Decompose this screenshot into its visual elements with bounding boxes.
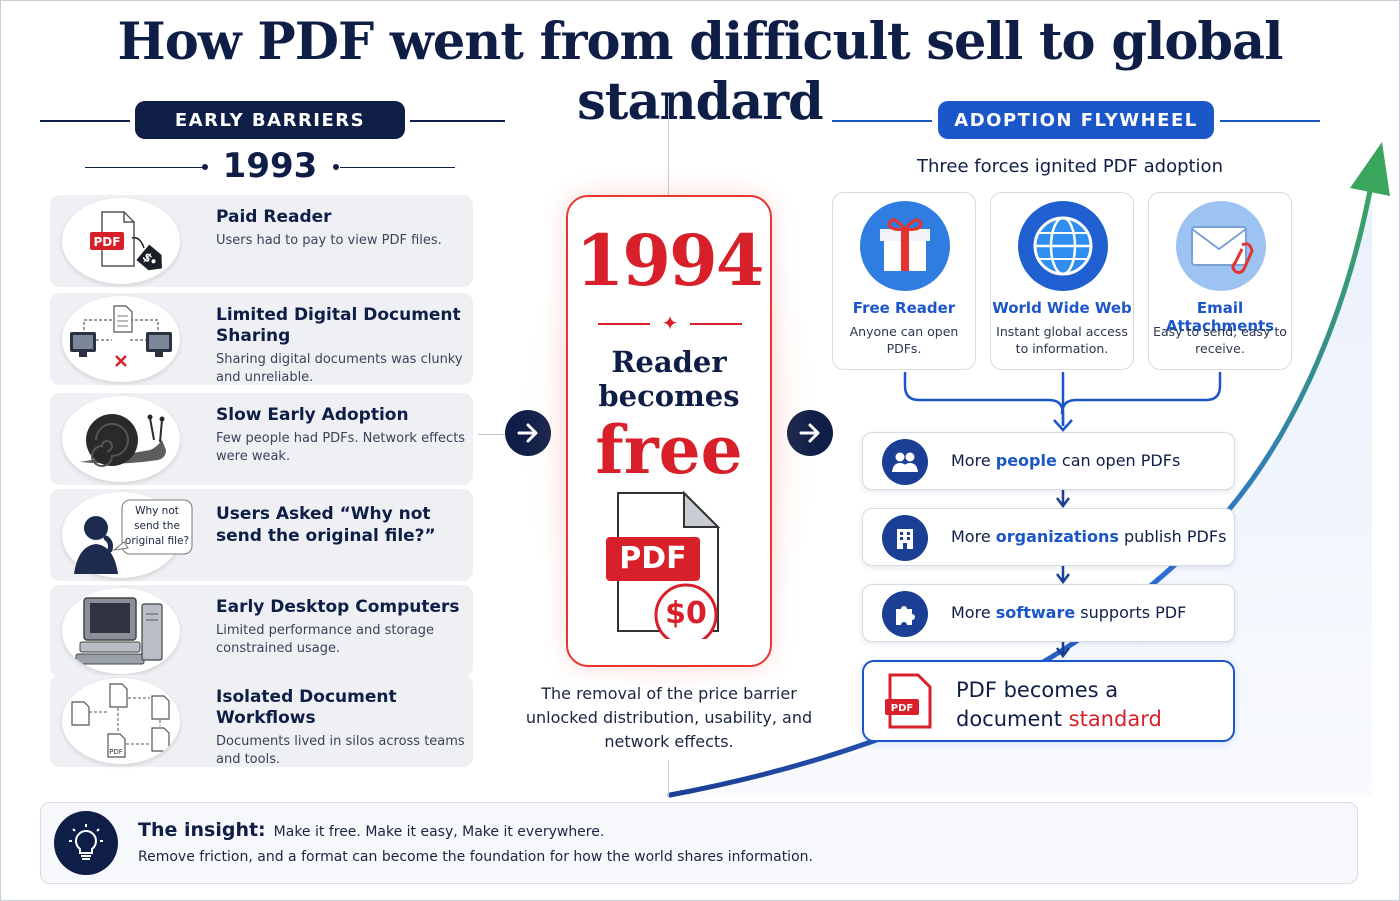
force-heading: World Wide Web — [992, 299, 1132, 317]
barrier-heading: Users Asked “Why not send the original f… — [216, 504, 436, 546]
forces-merge-connector — [903, 372, 1222, 659]
gift-icon — [860, 201, 950, 291]
step-text: More software supports PDF — [951, 603, 1187, 622]
barrier-body: Limited performance and storage constrai… — [216, 623, 434, 656]
free-headline: free — [595, 411, 743, 489]
svg-text:PDF: PDF — [94, 235, 121, 249]
step-more-organizations: More organizations publish PDFs — [862, 508, 1235, 566]
force-heading: Free Reader — [852, 299, 956, 317]
year-dot-right — [333, 164, 339, 170]
svg-text:PDF: PDF — [891, 703, 913, 714]
puzzle-icon — [882, 591, 928, 637]
barrier-card-paid-reader: PDF $ Paid Reader Users had to pay to vi… — [50, 195, 473, 287]
desktop-computer-icon — [62, 588, 180, 674]
step-more-people: More people can open PDFs — [862, 432, 1235, 490]
force-body: Anyone can open PDFs. — [849, 324, 959, 356]
barrier-card-users-asked: Why not send the original file? Users As… — [50, 489, 473, 581]
year-rule-left — [85, 167, 205, 168]
year-1993: 1993 — [222, 146, 318, 186]
price-zero-label: $0 — [665, 596, 707, 631]
barrier-body: Sharing digital documents was clunky and… — [216, 352, 463, 385]
barrier-body: Users had to pay to view PDF files. — [216, 233, 442, 248]
center-rule-right — [690, 323, 742, 325]
document-silos-icon: PDF — [62, 678, 180, 764]
snail-icon — [62, 396, 180, 482]
barrier-card-isolated-workflows: PDF Isolated Document Workflows Document… — [50, 675, 473, 767]
thinking-person-icon: Why not send the original file? — [62, 492, 193, 578]
pdf-price-tag-icon: PDF $ — [62, 198, 180, 284]
envelope-attachment-icon — [1176, 201, 1266, 291]
force-card-email-attachments: Email Attachments Easy to send, easy to … — [1148, 192, 1292, 370]
section-rule-left-a — [40, 120, 130, 122]
section-rule-right-b — [1220, 120, 1320, 122]
step-text: More people can open PDFs — [951, 451, 1181, 470]
force-body: Easy to send, easy to receive. — [1153, 324, 1287, 356]
speech-bubble-text: Why not send the original file? — [124, 505, 190, 547]
arrow-right-icon — [505, 410, 551, 456]
step-more-software: More software supports PDF — [862, 584, 1235, 642]
pdf-document-icon: PDF — [882, 671, 938, 731]
force-body: Instant global access to information. — [996, 324, 1128, 356]
barrier-card-early-desktops: Early Desktop Computers Limited performa… — [50, 585, 473, 677]
disconnected-computers-icon — [62, 296, 180, 382]
year-1994: 1994 — [575, 219, 765, 302]
barrier-card-limited-sharing: Limited Digital Document Sharing Sharing… — [50, 293, 473, 385]
barrier-body: Few people had PDFs. Network effects wer… — [216, 431, 466, 464]
barrier-heading: Limited Digital Document Sharing — [216, 305, 461, 346]
force-heading: Email Attachments — [1165, 299, 1275, 335]
force-card-world-wide-web: World Wide Web Instant global access to … — [990, 192, 1134, 370]
pdf-free-badge: PDF $0 — [598, 489, 738, 647]
sparkle-icon: ✦ — [661, 311, 679, 335]
insight-line-2: Remove friction, and a format can become… — [138, 849, 813, 865]
insight-bar: The insight: Make it free. Make it easy, … — [40, 802, 1358, 884]
connector-left — [478, 434, 506, 435]
barrier-heading: Isolated Document Workflows — [216, 687, 397, 728]
lightbulb-icon — [54, 811, 118, 875]
barrier-heading: Slow Early Adoption — [216, 405, 409, 425]
center-rule-left — [598, 323, 650, 325]
center-divider-top — [668, 96, 669, 196]
center-caption: The removal of the price barrier unlocke… — [525, 684, 813, 751]
year-rule-right — [340, 167, 455, 168]
step-text: More organizations publish PDFs — [951, 527, 1227, 546]
early-barriers-label: EARLY BARRIERS — [135, 101, 405, 139]
barrier-body: Documents lived in silos across teams an… — [216, 734, 465, 767]
arrow-right-icon — [787, 410, 833, 456]
building-icon — [882, 515, 928, 561]
page-title: How PDF went from difficult sell to glob… — [117, 12, 1284, 132]
forces-subtitle: Three forces ignited PDF adoption — [917, 156, 1223, 177]
reader-becomes-headline: Reader becomes — [598, 345, 740, 413]
force-card-free-reader: Free Reader Anyone can open PDFs. — [832, 192, 976, 370]
barrier-card-slow-adoption: Slow Early Adoption Few people had PDFs.… — [50, 393, 473, 485]
center-divider-bottom — [668, 760, 669, 798]
year-dot-left — [202, 164, 208, 170]
svg-text:PDF: PDF — [109, 748, 123, 756]
section-rule-right-a — [832, 120, 932, 122]
globe-icon — [1018, 201, 1108, 291]
barrier-heading: Early Desktop Computers — [216, 597, 460, 617]
barrier-heading: Paid Reader — [216, 207, 332, 227]
pdf-label: PDF — [619, 541, 687, 576]
final-step-text: PDF becomes a document standard — [956, 678, 1162, 731]
insight-line-1: The insight: Make it free. Make it easy, … — [138, 819, 605, 841]
section-rule-left-b — [410, 120, 505, 122]
pdf-document-standard-box: PDF PDF becomes a document standard — [862, 660, 1235, 742]
reader-free-card: 1994 ✦ Reader becomes free PDF $0 — [566, 195, 772, 667]
people-icon — [882, 439, 928, 485]
adoption-flywheel-label: ADOPTION FLYWHEEL — [938, 101, 1214, 139]
